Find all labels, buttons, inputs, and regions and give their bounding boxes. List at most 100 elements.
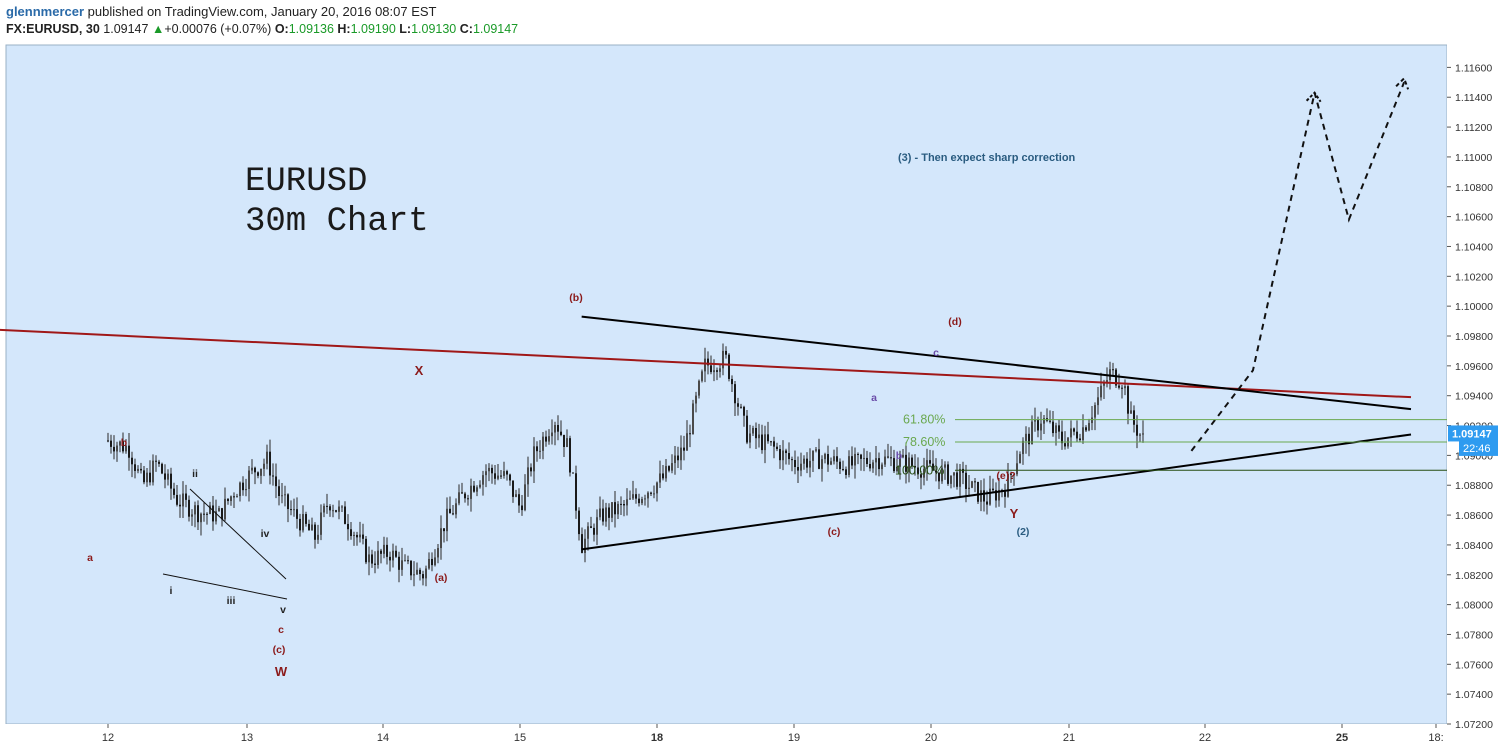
candle-body [677,455,679,461]
candle-body [899,457,901,467]
candle-body [815,449,817,451]
candle-body [1106,380,1108,383]
candle-body [656,482,658,494]
price-tick-label: 1.09600 [1455,361,1493,373]
candle-body [188,499,190,517]
candle-body [413,574,415,576]
candle-body [800,463,802,471]
candle-body [605,507,607,522]
candle-body [299,518,301,531]
candle-body [824,453,826,460]
candle-body [1004,491,1006,497]
price-tick-label: 1.07400 [1455,689,1493,701]
low-value: 1.09130 [411,22,457,36]
candle-body [167,473,169,480]
candle-body [314,524,316,540]
lower-triangle-line [581,433,1412,551]
candle-body [206,513,208,515]
time-axis[interactable] [0,724,1447,751]
candle-body [329,506,331,511]
candle-body [530,467,532,472]
candle-body [473,485,475,492]
candle-body [860,454,862,459]
candle-body [854,453,856,466]
candle-body [1034,419,1036,422]
candle-body [554,424,556,433]
candle-body [425,568,427,579]
candle-body [197,505,199,523]
candle-body [653,493,655,495]
candle-body [419,569,421,575]
candle-body [620,503,622,505]
projection-peak-marker [1305,91,1322,103]
candle-body [971,481,973,488]
candle-body [1058,425,1060,432]
candle-body [335,510,337,512]
candle-body [467,498,469,500]
candle-body [866,457,868,465]
fib-label: 100.00% [895,463,944,477]
time-tick-label: 18 [651,732,663,744]
candle-body [143,470,145,483]
candle-body [116,445,118,452]
candle-body [665,466,667,479]
candle-body [761,434,763,451]
candle-body [338,506,340,512]
candle-body [857,453,859,455]
candle-body [380,550,382,554]
candle-body [1010,473,1012,475]
candle-body [320,512,322,535]
candle-body [161,463,163,474]
candle-body [941,467,943,482]
wave-label: (2) [1017,526,1030,538]
candle-body [836,456,838,462]
candle-body [494,473,496,479]
wave-label: (c) [828,526,841,538]
wedge-upper-line [189,488,287,580]
candle-body [932,463,934,471]
candle-body [257,472,259,476]
candle-body [683,447,685,451]
price-chart[interactable]: 61.80%78.60%100.00% baiiiiiiivvc(c)WX(a)… [0,42,1504,751]
candle-body [1112,369,1114,371]
candle-body [1139,434,1141,436]
symbol-name[interactable]: FX:EURUSD, 30 [6,22,100,36]
price-axis[interactable] [1447,42,1504,751]
candle-body [1121,387,1123,389]
candle-body [1052,421,1054,434]
publisher-username[interactable]: glennmercer [6,4,85,19]
price-tick-label: 1.09800 [1455,331,1493,343]
price-tick-label: 1.08200 [1455,570,1493,582]
time-tick-label: 14 [377,732,389,744]
candle-body [668,466,670,471]
projection-arrowhead [1395,76,1410,90]
candle-body [962,468,964,473]
plot-area[interactable] [5,44,1448,725]
candle-body [632,494,634,499]
candle-body [782,450,784,461]
candle-body [767,434,769,442]
price-tick-label: 1.11000 [1455,152,1492,164]
up-arrow-icon: ▲ [151,22,165,36]
candle-body [1100,385,1102,398]
candle-body [581,534,583,553]
candle-body [590,526,592,528]
candle-body [650,492,652,494]
candle-body [1076,431,1078,439]
candle-body [230,496,232,502]
candle-body [1013,474,1015,476]
candle-body [1103,382,1105,386]
candle-body [407,560,409,562]
candle-body [1025,433,1027,441]
candle-body [680,447,682,461]
fib-label: 78.60% [903,435,945,449]
high-value: 1.09190 [350,22,396,36]
candle-body [839,461,841,469]
published-text: published on TradingView.com, January 20… [87,4,437,19]
candle-body [284,494,286,496]
candle-body [686,433,688,451]
candle-body [878,458,880,470]
candle-body [935,470,937,473]
wave-label: X [415,363,424,378]
upper-triangle-line [581,315,1412,411]
